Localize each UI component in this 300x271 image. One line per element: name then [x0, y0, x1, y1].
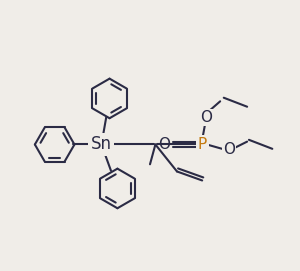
Text: Sn: Sn — [91, 136, 112, 153]
Text: P: P — [197, 137, 207, 152]
Text: O: O — [158, 137, 170, 152]
Text: O: O — [223, 142, 235, 157]
Text: O: O — [200, 110, 212, 125]
